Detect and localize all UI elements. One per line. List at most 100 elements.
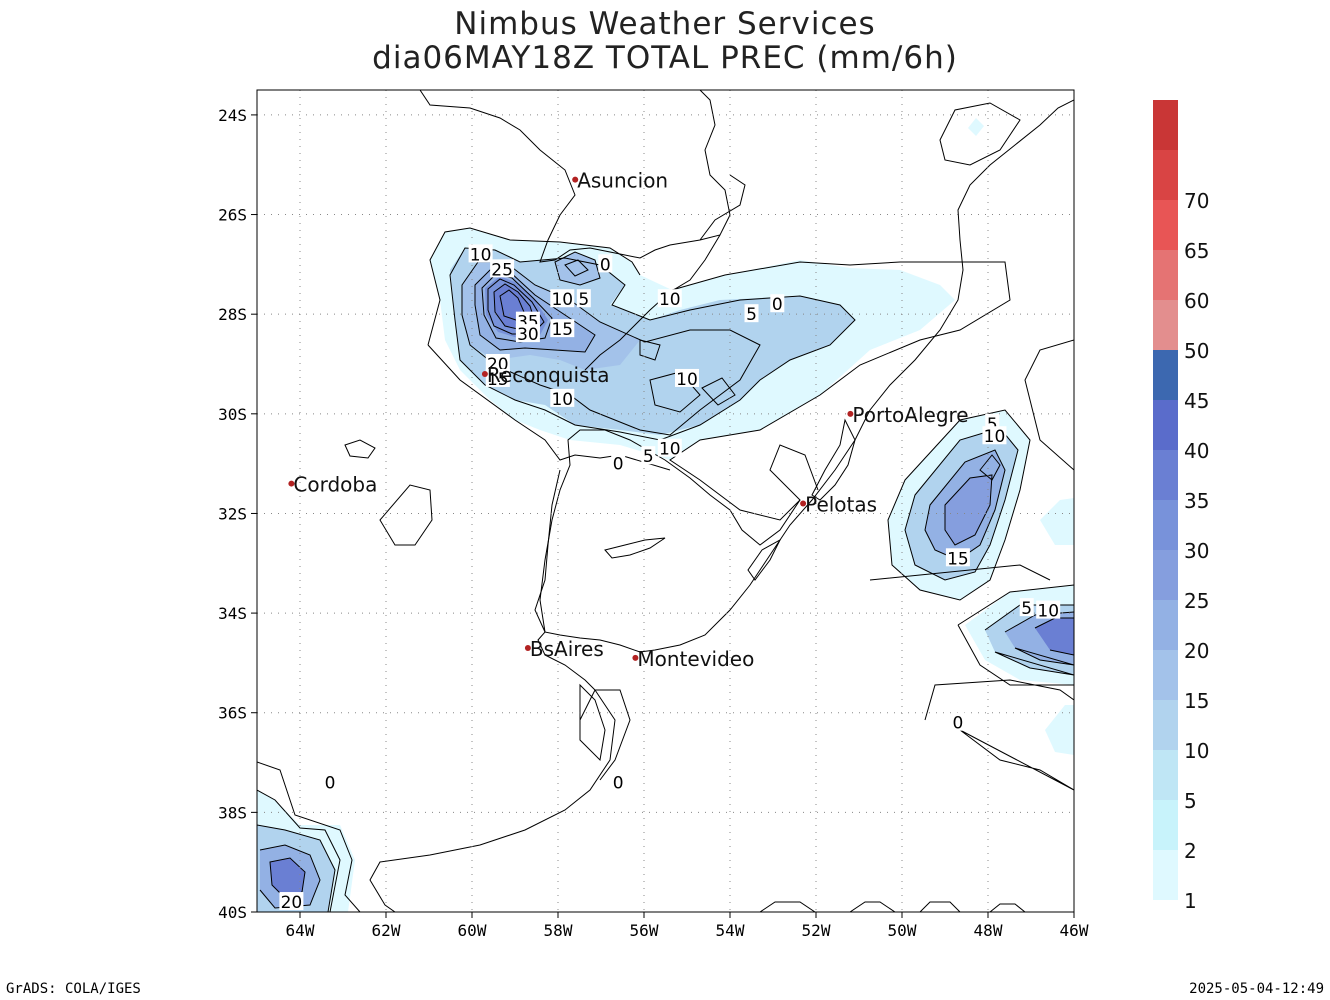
shade-secondary-cell xyxy=(555,252,600,285)
city-marker xyxy=(481,370,488,377)
city-label: PortoAlegre xyxy=(852,403,968,427)
contour-label-bg xyxy=(598,254,613,273)
colorbar-label: 1 xyxy=(1184,889,1197,913)
contour-label: 5 xyxy=(643,447,654,467)
city-label: Pelotas xyxy=(805,492,877,516)
coastlines-borders xyxy=(344,90,1074,912)
colorbar-label: 30 xyxy=(1184,539,1209,563)
contour-label-bg xyxy=(490,259,515,278)
contour-label-bg xyxy=(982,426,1007,445)
colorbar-swatch xyxy=(1153,700,1178,750)
brazil-border xyxy=(584,234,721,371)
lat-tick-label: 40S xyxy=(218,903,247,922)
precipitation-shading xyxy=(257,118,1074,912)
contour-label: 5 xyxy=(746,305,757,325)
rio-negro-lake xyxy=(604,537,666,559)
city-label: Reconquista xyxy=(487,363,610,387)
city-label: Montevideo xyxy=(637,647,754,671)
city-marker xyxy=(572,176,579,183)
contour-label: 5 xyxy=(578,290,589,310)
contour-label: 10 xyxy=(984,427,1006,447)
city-label: Cordoba xyxy=(293,473,377,497)
lon-tick-label: 50W xyxy=(888,921,917,940)
contour-label-bg xyxy=(641,446,656,465)
contour-label: 10 xyxy=(551,390,573,410)
colorbar-label: 50 xyxy=(1184,339,1209,363)
contour-label-bg xyxy=(485,368,510,387)
city-markers: Asuncion Reconquista Cordoba PortoAlegre Pel… xyxy=(288,169,969,671)
lon-tick-label: 64W xyxy=(286,921,315,940)
argentina-coast xyxy=(369,689,616,912)
contour-0-se-region xyxy=(869,339,1074,581)
colorbar-label: 45 xyxy=(1184,389,1209,413)
lat-tick-label: 32S xyxy=(218,504,247,523)
contour-0-north xyxy=(427,227,1011,521)
contour-label: 5 xyxy=(1021,599,1032,619)
colorbar-swatch xyxy=(1153,650,1178,700)
contour-0-east-south xyxy=(924,679,1074,791)
contour-label-bg xyxy=(550,289,575,308)
colorbar-label: 15 xyxy=(1184,689,1209,713)
contour-label-bg xyxy=(950,712,965,731)
colorbar-label: 10 xyxy=(1184,739,1209,763)
lagoa-dos-patos xyxy=(811,418,856,501)
contour-0-south-coast xyxy=(579,689,631,781)
contour-label: 10 xyxy=(551,290,573,310)
lon-tick-label: 52W xyxy=(802,921,831,940)
contour-label-bg xyxy=(1036,600,1061,619)
contour-label-bg xyxy=(657,289,682,308)
contour-0-sw xyxy=(257,761,361,912)
contour-se xyxy=(887,409,1031,601)
city-marker xyxy=(288,480,295,487)
shade-ne-tiny xyxy=(968,118,984,136)
contour-label: 10 xyxy=(470,245,492,265)
contour-label: 10 xyxy=(659,440,681,460)
paraguay-border xyxy=(419,90,731,263)
colorbar-swatch xyxy=(1153,600,1178,650)
colorbar-swatch xyxy=(1153,350,1178,400)
contour-label-bg xyxy=(323,772,338,791)
city-marker xyxy=(847,410,854,417)
contour-label: 25 xyxy=(491,260,513,280)
lat-tick-label: 26S xyxy=(218,206,247,225)
colorbar-swatch xyxy=(1153,100,1178,150)
uruguay-border xyxy=(539,429,801,633)
colorbar-label: 20 xyxy=(1184,639,1209,663)
contour-label-bg xyxy=(657,438,682,457)
contour-label: 15 xyxy=(551,320,573,340)
colorbar-swatch xyxy=(1153,850,1178,900)
contour-secondary xyxy=(554,251,601,286)
city-marker xyxy=(524,644,531,651)
shade-east-small-2 xyxy=(1045,705,1074,755)
contour-10 xyxy=(461,261,761,436)
contour-label: 10 xyxy=(1037,602,1059,622)
colorbar-swatch xyxy=(1153,750,1178,800)
city-marker xyxy=(800,500,807,507)
colorbar-label: 35 xyxy=(1184,489,1209,513)
colorbar-label: 5 xyxy=(1184,789,1197,813)
colorbar-swatch xyxy=(1153,550,1178,600)
axis-ticks: 24S 26S 28S 30S 32S 34S 36S 38S 40S 64W 62W 60W 58W 5… xyxy=(218,106,1089,940)
lon-tick-label: 54W xyxy=(716,921,745,940)
colorbar-label: 65 xyxy=(1184,239,1209,263)
lat-tick-label: 34S xyxy=(218,604,247,623)
lon-tick-label: 62W xyxy=(372,921,401,940)
colorbar-label: 2 xyxy=(1184,839,1197,863)
colorbar-swatch xyxy=(1153,150,1178,200)
city-label: Asuncion xyxy=(577,169,668,193)
contour-0-cordoba xyxy=(379,484,433,546)
contour-label: 15 xyxy=(487,370,509,390)
contour-label-bg xyxy=(945,548,970,567)
colorbar-swatch xyxy=(1153,250,1178,300)
city-marker xyxy=(632,654,639,661)
contour-label: 10 xyxy=(659,290,681,310)
lon-tick-label: 46W xyxy=(1060,921,1089,940)
shade-east-small xyxy=(1040,498,1074,545)
colorbar-swatch xyxy=(1153,450,1178,500)
contour-label: 0 xyxy=(600,255,611,275)
colorbar-label: 60 xyxy=(1184,289,1209,313)
contour-5 xyxy=(449,247,856,441)
lat-tick-label: 36S xyxy=(218,704,247,723)
